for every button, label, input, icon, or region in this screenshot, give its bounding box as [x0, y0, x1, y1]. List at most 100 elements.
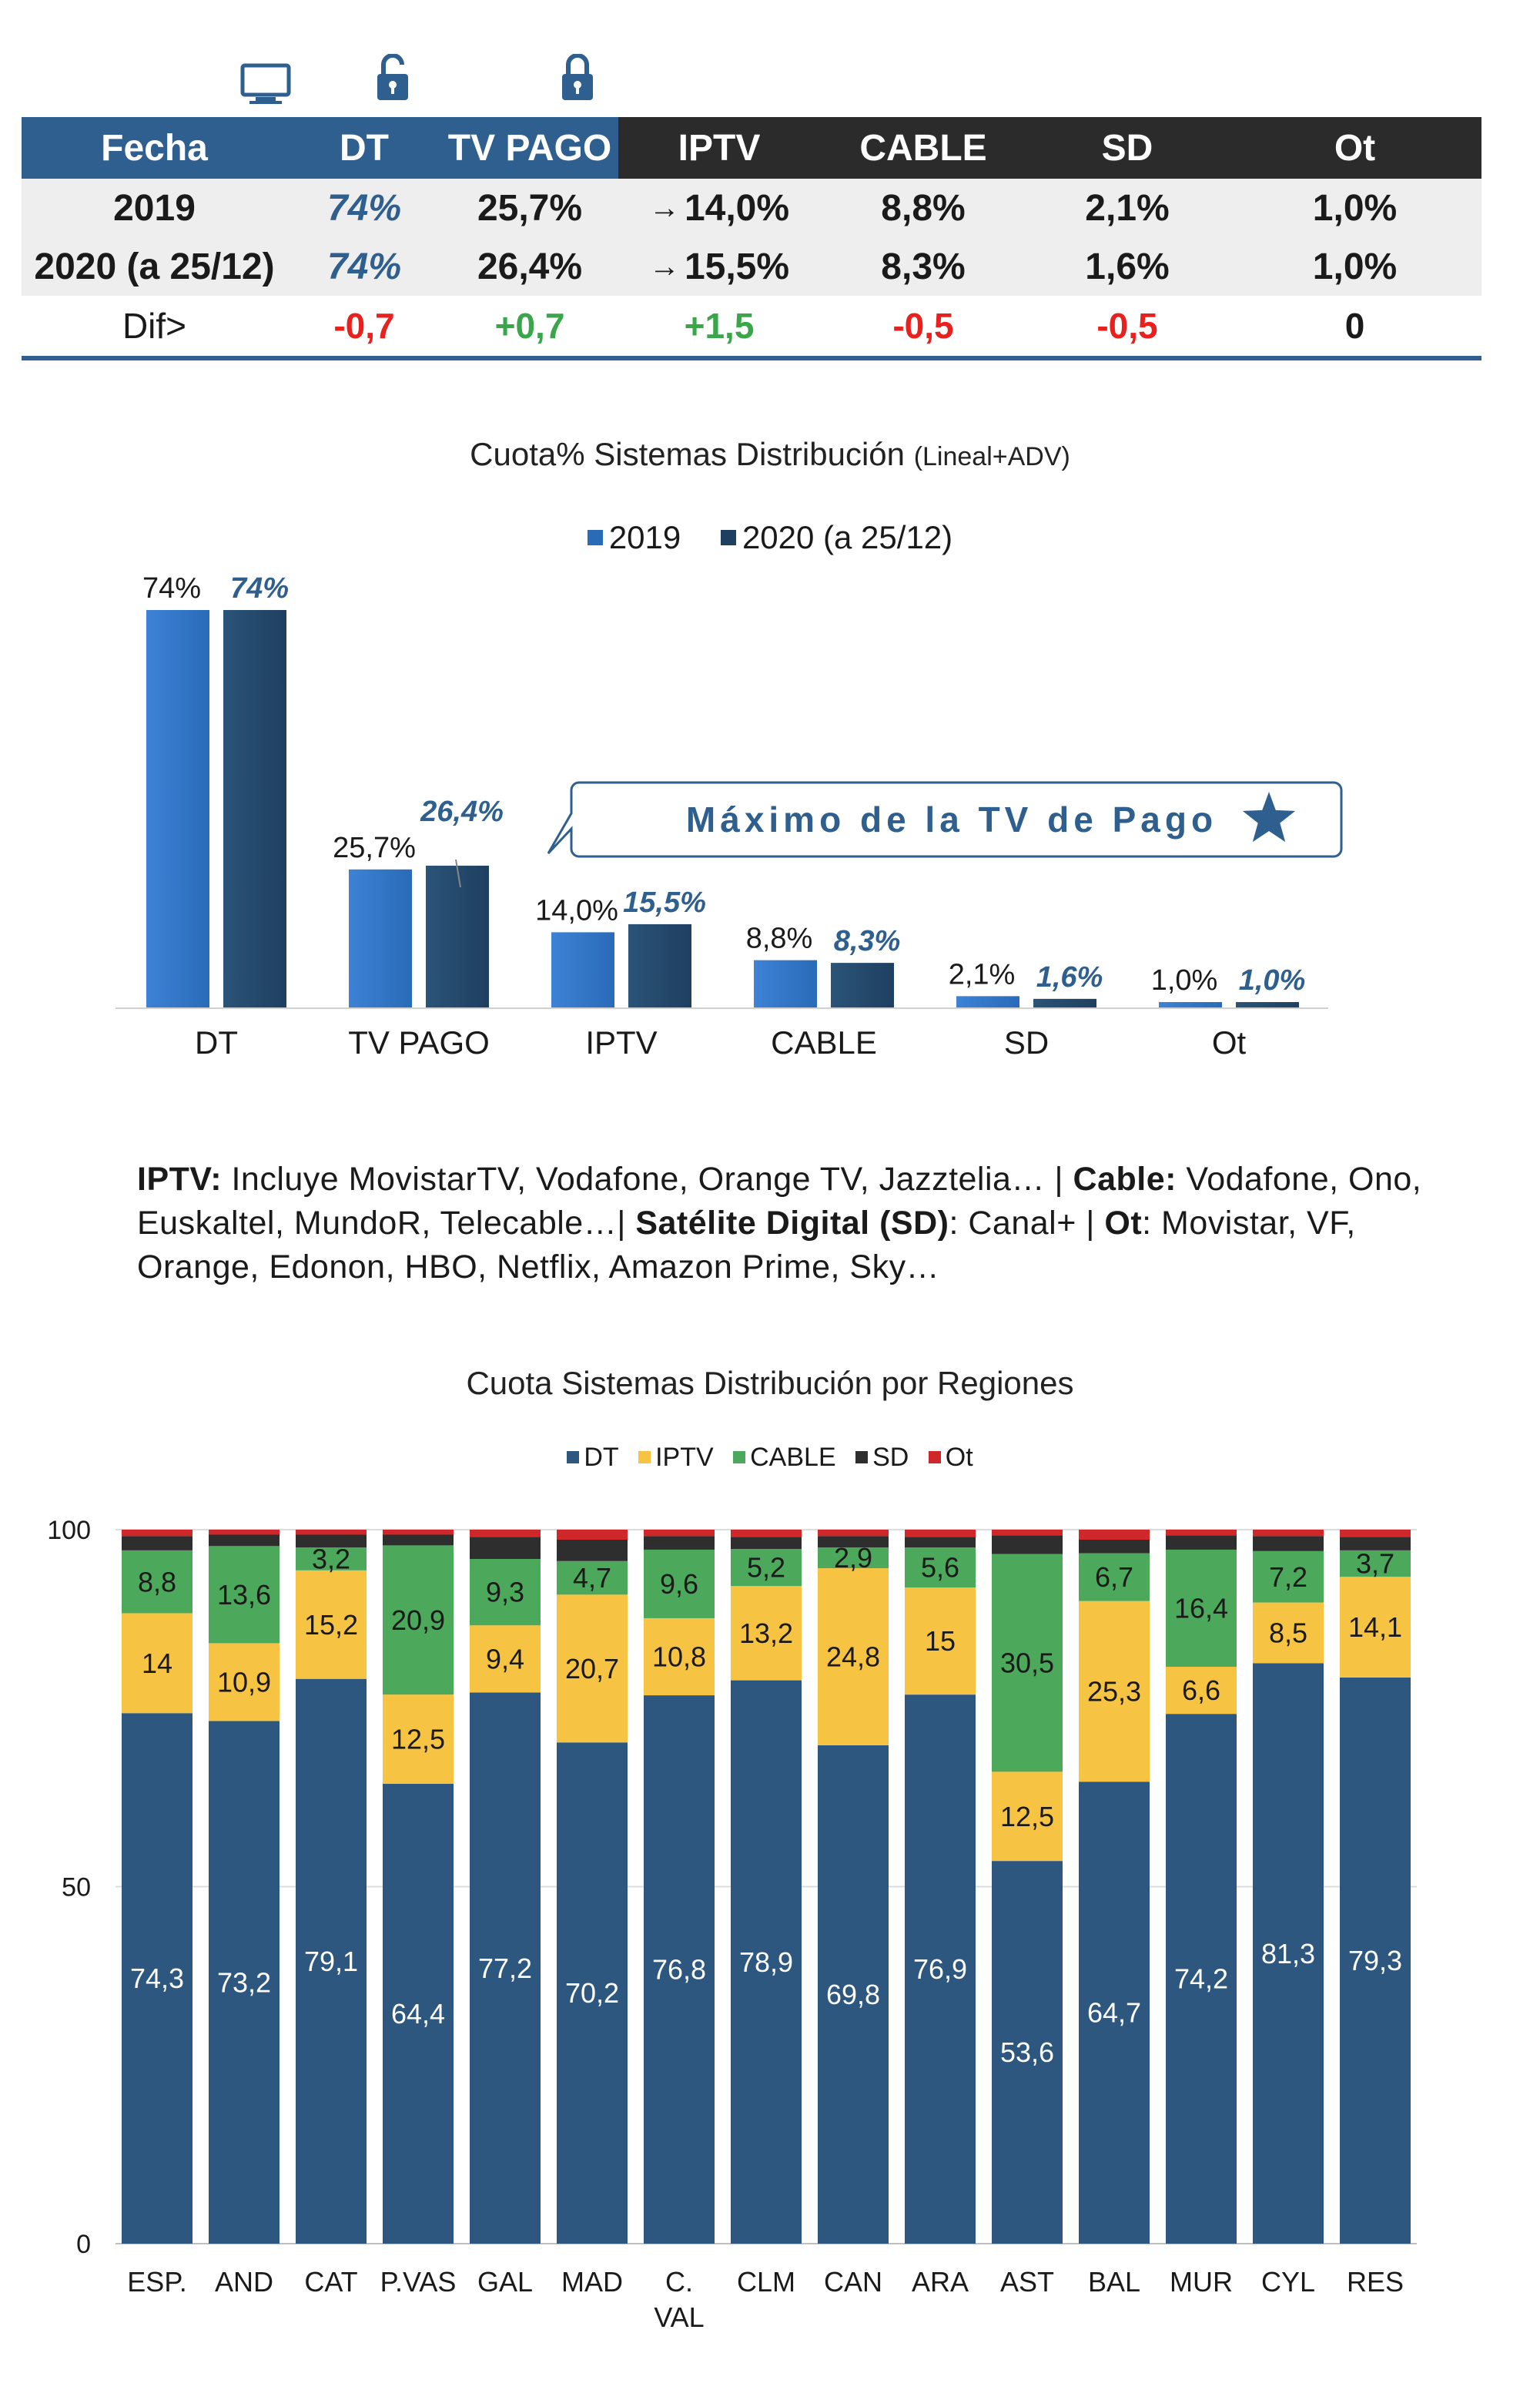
cell-dif-dt: -0,7	[287, 296, 441, 356]
segment-cable-pvas	[383, 1545, 454, 1695]
data-label-cable: 5,6	[921, 1552, 959, 1584]
segment-ot-clm	[731, 1530, 802, 1537]
segment-iptv-and	[209, 1643, 280, 1721]
data-label-iptv: 10,8	[652, 1641, 706, 1673]
segment-dt-gal	[470, 1692, 541, 2244]
cell-dif-iptv: +1,5	[618, 296, 820, 356]
data-label-2019: 2,1%	[949, 958, 1016, 991]
segment-cable-cyl	[1253, 1550, 1324, 1603]
segment-cable-can	[818, 1547, 889, 1569]
segment-dt-clm	[731, 1680, 802, 2244]
table-bottom-rule	[22, 356, 1481, 360]
y-tick-label: 50	[62, 1873, 91, 1902]
cell-dt: 74%	[287, 179, 441, 237]
data-label-iptv: 6,6	[1182, 1674, 1220, 1706]
segment-sd-pvas	[383, 1534, 454, 1546]
segment-iptv-bal	[1079, 1601, 1150, 1782]
data-label-iptv: 12,5	[1000, 1801, 1054, 1832]
segment-sd-cval	[644, 1536, 715, 1550]
data-label-dt: 78,9	[739, 1946, 793, 1978]
bar-2020-ot	[1236, 1002, 1299, 1007]
cell-fecha: 2019	[22, 179, 287, 237]
legend-label-dt: DT	[584, 1442, 619, 1472]
segment-cable-mur	[1166, 1549, 1237, 1667]
data-label-dt: 76,9	[913, 1953, 967, 1985]
segment-sd-clm	[731, 1537, 802, 1550]
unlock-icon	[377, 54, 408, 100]
segment-sd-cyl	[1253, 1536, 1324, 1551]
segment-ot-mur	[1166, 1530, 1237, 1536]
data-label-dt: 64,7	[1087, 1997, 1141, 2029]
segment-dt-pvas	[383, 1784, 454, 2244]
category-label: P.VAS	[380, 2266, 457, 2298]
data-label-dt: 73,2	[217, 1966, 271, 1998]
segment-cable-cval	[644, 1549, 715, 1618]
legend-label-cable: CABLE	[750, 1442, 836, 1472]
data-label-2020: 74%	[230, 572, 289, 605]
segment-cable-res	[1340, 1550, 1411, 1577]
header-iptv: IPTV	[618, 117, 820, 179]
legend-swatch-dt	[567, 1451, 580, 1463]
cell-dif-label: Dif>	[22, 296, 287, 356]
legend-swatch-iptv	[638, 1451, 651, 1463]
segment-iptv-cyl	[1253, 1602, 1324, 1664]
note-ot-text: : Movistar, VF, Orange, Edonon, HBO, Net…	[137, 1205, 1356, 1286]
y-tick-label: 0	[76, 2230, 91, 2259]
cell-tvpago: 26,4%	[441, 237, 618, 296]
header-tvpago: TV PAGO	[441, 117, 618, 179]
bar-2019-tv-pago	[349, 869, 412, 1007]
y-tick-label: 100	[47, 1516, 91, 1545]
bar-2019-ot	[1159, 1002, 1222, 1007]
segment-sd-and	[209, 1534, 280, 1547]
category-label: MAD	[561, 2266, 623, 2298]
cell-cable: 8,3%	[820, 237, 1026, 296]
cell-iptv-value: 15,5%	[684, 246, 790, 287]
data-label-2019: 74%	[142, 572, 201, 605]
data-label-dt: 69,8	[826, 1979, 880, 2010]
table-row-dif: Dif> -0,7 +0,7 +1,5 -0,5 -0,5 0	[22, 296, 1481, 356]
data-label-iptv: 12,5	[391, 1724, 445, 1755]
segment-ot-gal	[470, 1530, 541, 1537]
bar-2020-sd	[1033, 998, 1096, 1007]
cell-dif-ot: 0	[1228, 296, 1481, 356]
data-label-2020: 26,4%	[420, 796, 504, 828]
data-label-iptv: 13,2	[739, 1617, 793, 1649]
header-fecha: Fecha	[22, 117, 287, 179]
category-label: TV PAGO	[348, 1024, 490, 1061]
segment-cable-esp	[122, 1550, 192, 1614]
category-label: RES	[1347, 2266, 1404, 2298]
legend-item-cable: CABLE	[733, 1443, 836, 1473]
segment-iptv-gal	[470, 1625, 541, 1693]
table-row: 2019 74% 25,7% → 14,0% 8,8% 2,1% 1,0%	[22, 179, 1481, 237]
chart2-legend: DT IPTV CABLE SD Ot	[0, 1440, 1540, 1473]
note-sd-label: Satélite Digital (SD)	[635, 1205, 949, 1242]
data-label-cable: 30,5	[1000, 1647, 1054, 1678]
cell-dif-cable: -0,5	[820, 296, 1026, 356]
segment-ot-pvas	[383, 1530, 454, 1535]
data-label-iptv: 25,3	[1087, 1676, 1141, 1708]
data-label-dt: 64,4	[391, 1998, 445, 2030]
data-label-iptv: 20,7	[565, 1653, 619, 1684]
segment-ot-cyl	[1253, 1530, 1324, 1537]
bar-2019-dt	[146, 610, 209, 1007]
category-label: AST	[1000, 2266, 1054, 2298]
table-row: 2020 (a 25/12) 74% 26,4% → 15,5% 8,3% 1,6…	[22, 237, 1481, 296]
data-label-iptv: 15	[925, 1625, 956, 1657]
data-label-2020: 15,5%	[623, 887, 706, 919]
data-label-cable: 8,8	[138, 1566, 176, 1597]
segment-sd-res	[1340, 1537, 1411, 1550]
data-label-cable: 3,2	[312, 1544, 350, 1575]
note-cable-label: Cable:	[1073, 1161, 1177, 1198]
cell-sd: 2,1%	[1026, 179, 1228, 237]
cell-dif-sd: -0,5	[1026, 296, 1228, 356]
segment-dt-esp	[122, 1713, 192, 2244]
category-label: ARA	[912, 2266, 969, 2298]
segment-cable-cat	[296, 1547, 367, 1570]
segment-dt-ara	[905, 1694, 976, 2244]
segment-iptv-clm	[731, 1586, 802, 1681]
category-label: CABLE	[771, 1024, 877, 1061]
segment-dt-mur	[1166, 1714, 1237, 2244]
legend-label-ot: Ot	[945, 1442, 973, 1472]
bar-2019-iptv	[551, 932, 614, 1007]
data-label-iptv: 9,4	[486, 1643, 524, 1674]
